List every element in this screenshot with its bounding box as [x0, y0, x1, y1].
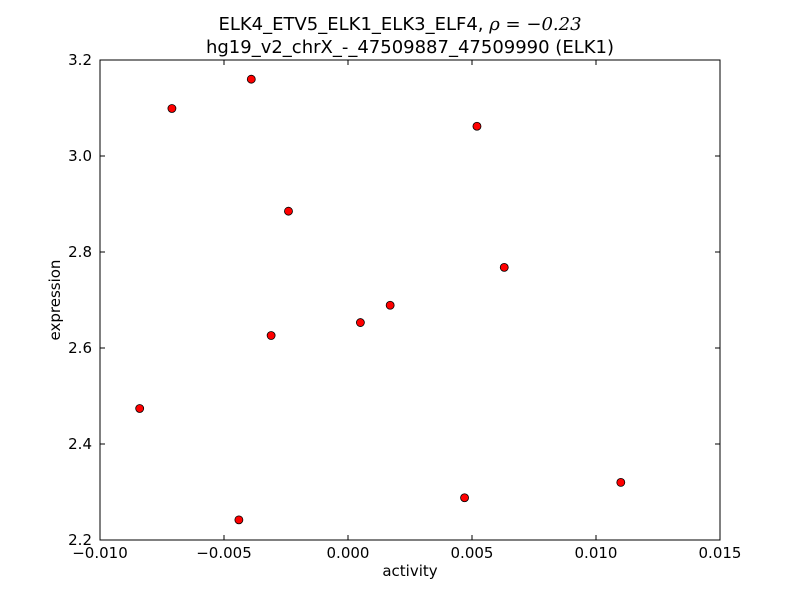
x-tick-label: −0.010: [72, 544, 128, 562]
chart-title-rho: ρ = −0.23: [488, 14, 581, 35]
y-tick-label: 2.6: [68, 339, 92, 357]
chart-title-main: ELK4_ETV5_ELK1_ELK3_ELF4,: [218, 14, 483, 35]
x-axis-label: activity: [382, 562, 437, 580]
data-point: [246, 74, 256, 84]
axis-ticks: [99, 59, 721, 541]
axis-tick-labels: −0.010 −0.005 0.000 0.005 0.010 0.015 2.2 2.4 2.…: [68, 51, 741, 562]
data-point: [460, 493, 469, 503]
data-point: [284, 206, 293, 216]
plot-frame: [99, 59, 721, 541]
chart-title-line1: ELK4_ETV5_ELK1_ELK3_ELF4, ρ = −0.23: [218, 14, 581, 35]
x-tick-label: −0.005: [196, 544, 252, 562]
x-tick-label: 0.005: [451, 544, 494, 562]
x-tick-label: 0.015: [699, 544, 742, 562]
data-point: [135, 404, 145, 413]
y-axis-label: expression: [46, 260, 64, 341]
data-point: [472, 121, 482, 131]
y-tick-label: 3.0: [68, 147, 92, 165]
x-tick-label: 0.000: [327, 544, 370, 562]
data-points: [135, 74, 626, 525]
data-point: [167, 104, 177, 113]
x-tick-label: 0.010: [575, 544, 618, 562]
y-tick-label: 3.2: [68, 51, 92, 69]
data-point: [266, 331, 276, 340]
data-point: [616, 477, 626, 487]
y-tick-label: 2.8: [68, 243, 92, 261]
data-point: [499, 262, 509, 272]
y-tick-label: 2.4: [68, 435, 92, 453]
y-tick-label: 2.2: [68, 531, 92, 549]
data-point: [234, 515, 244, 525]
chart-title-line2: hg19_v2_chrX_-_47509887_47509990 (ELK1): [206, 37, 614, 58]
data-point: [355, 318, 365, 327]
data-point: [385, 300, 395, 310]
